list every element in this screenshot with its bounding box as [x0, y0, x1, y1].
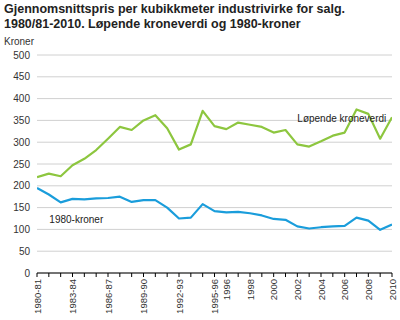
- y-tick-label: 0: [24, 268, 30, 279]
- y-tick-label: 100: [13, 224, 30, 235]
- y-tick-label: 200: [13, 180, 30, 191]
- series-line: [37, 110, 392, 178]
- y-tick-label: 500: [13, 50, 30, 61]
- x-tick-label: 2002: [292, 279, 303, 300]
- y-tick-label: 450: [13, 71, 30, 82]
- grid-line: [37, 207, 392, 208]
- x-tick: [60, 273, 61, 277]
- x-tick: [226, 273, 227, 277]
- grid-line: [37, 55, 392, 56]
- y-tick-label: 400: [13, 93, 30, 104]
- y-tick-label: 50: [19, 246, 31, 257]
- y-tick-label: 250: [13, 159, 30, 170]
- x-tick: [273, 273, 274, 277]
- x-tick-label: 1992-93: [174, 279, 185, 314]
- series-label: 1980-kroner: [49, 214, 104, 225]
- x-tick: [321, 273, 322, 277]
- x-tick: [285, 273, 286, 277]
- x-tick: [309, 273, 310, 277]
- grid-line: [37, 251, 392, 252]
- grid-line: [37, 142, 392, 143]
- y-tick-label: 300: [13, 137, 30, 148]
- x-tick: [179, 273, 180, 277]
- series-line: [37, 188, 392, 230]
- x-tick-label: 1986-87: [103, 279, 114, 314]
- title: Gjennomsnittspris per kubikkmeter indust…: [4, 2, 396, 32]
- x-tick: [131, 273, 132, 277]
- x-tick-label: 2010: [387, 279, 398, 300]
- grid-line: [37, 164, 392, 165]
- x-tick: [190, 273, 191, 277]
- x-tick: [238, 273, 239, 277]
- x-tick-label: 2004: [316, 279, 327, 300]
- x-tick: [72, 273, 73, 277]
- x-tick: [108, 273, 109, 277]
- x-tick-label: 1998: [245, 279, 256, 300]
- x-tick: [344, 273, 345, 277]
- x-tick: [392, 273, 393, 277]
- x-tick: [332, 273, 333, 277]
- x-tick: [214, 273, 215, 277]
- x-tick-label: 2000: [268, 279, 279, 300]
- x-tick-label: 1996: [221, 279, 232, 300]
- x-tick-label: 1983-84: [67, 279, 78, 314]
- y-tick-label: 350: [13, 115, 30, 126]
- x-tick-label: 1995-96: [209, 279, 220, 314]
- y-axis-label: Kroner: [4, 36, 35, 47]
- x-tick: [84, 273, 85, 277]
- x-tick: [297, 273, 298, 277]
- x-tick: [356, 273, 357, 277]
- grid-line: [37, 185, 392, 186]
- grid-line: [37, 229, 392, 230]
- x-tick: [167, 273, 168, 277]
- x-tick: [96, 273, 97, 277]
- x-tick: [250, 273, 251, 277]
- series-label: Løpende kroneverdi: [297, 113, 386, 124]
- x-tick-label: 2008: [363, 279, 374, 300]
- x-tick: [37, 273, 38, 277]
- x-tick: [119, 273, 120, 277]
- x-tick: [155, 273, 156, 277]
- x-tick: [202, 273, 203, 277]
- x-tick: [143, 273, 144, 277]
- x-tick-label: 1980-81: [32, 279, 43, 314]
- plot-area: [37, 110, 392, 230]
- x-tick-label: 1989-90: [138, 279, 149, 314]
- x-tick: [48, 273, 49, 277]
- grid-line: [37, 76, 392, 77]
- x-tick: [261, 273, 262, 277]
- y-tick-label: 150: [13, 202, 30, 213]
- grid-line: [37, 98, 392, 99]
- x-tick-label: 2006: [339, 279, 350, 300]
- x-tick: [368, 273, 369, 277]
- x-tick: [380, 273, 381, 277]
